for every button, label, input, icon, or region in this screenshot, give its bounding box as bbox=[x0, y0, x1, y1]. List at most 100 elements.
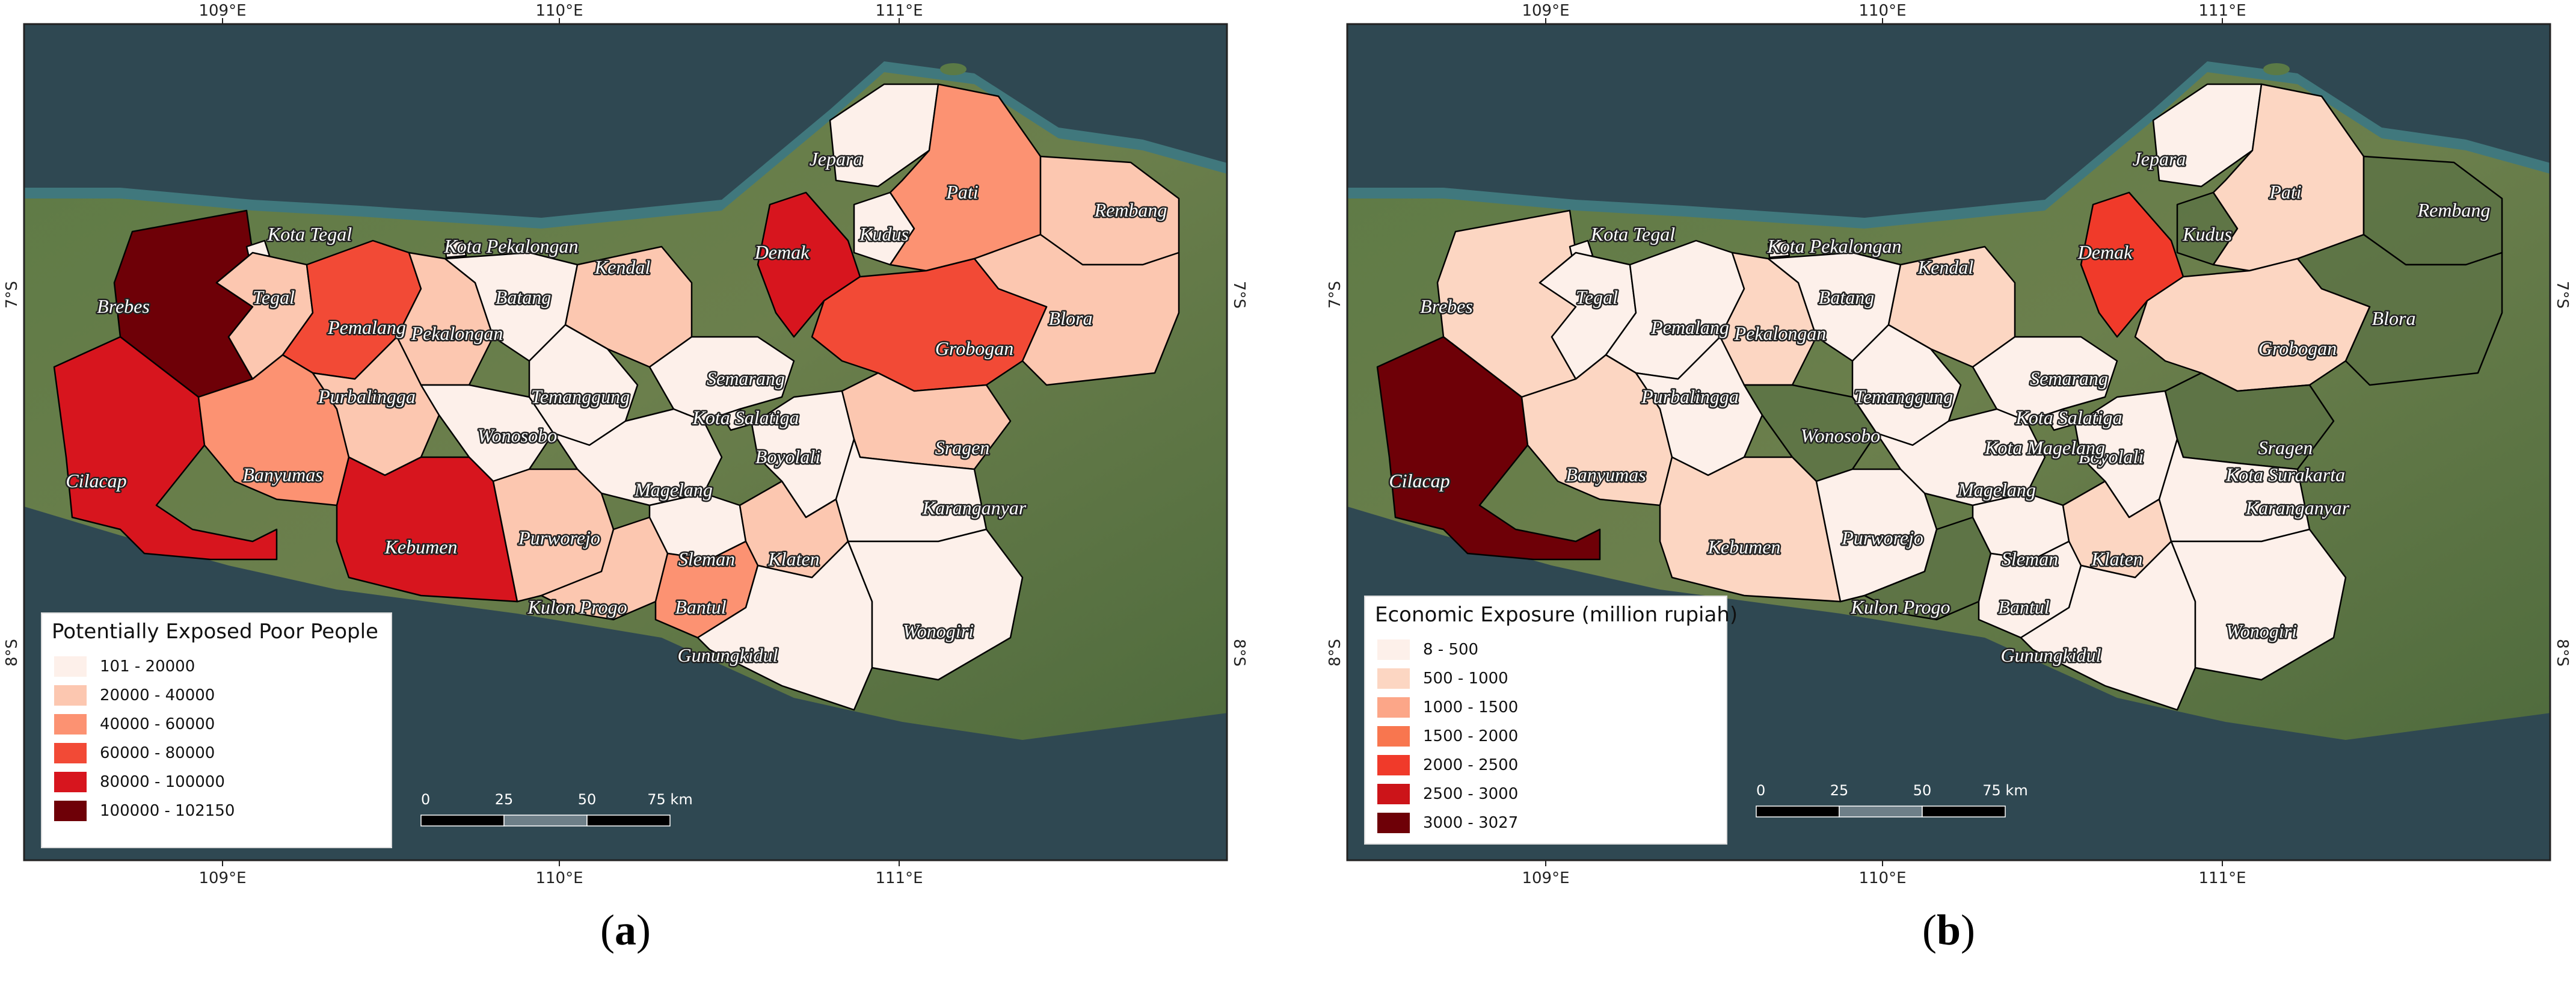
region-label-purbalingga: Purbalingga bbox=[1641, 386, 1739, 407]
region-label-sragen: Sragen bbox=[2258, 437, 2313, 458]
map-panel-a: Brebes Kota Tegal Tegal Pemalang Kota Pekalo… bbox=[0, 0, 1251, 1001]
scale-tick-label: 75 km bbox=[1982, 782, 2027, 799]
region-wonogiri bbox=[2170, 528, 2347, 681]
legend-swatch bbox=[1377, 697, 1410, 718]
graticule-label-bottom: 109°E bbox=[1522, 869, 1569, 887]
legend-item: 20000 - 40000 bbox=[54, 681, 391, 710]
scale-tick-label: 50 bbox=[1913, 782, 1932, 799]
caption-b: (b) bbox=[1922, 906, 1975, 954]
region-label-wonosobo: Wonosobo bbox=[478, 425, 557, 446]
scale-tick-label: 0 bbox=[421, 791, 430, 808]
graticule-label-bottom: 111°E bbox=[2198, 869, 2246, 887]
region-label-sleman: Sleman bbox=[678, 548, 735, 570]
graticule-label-left: 8°S bbox=[1326, 639, 1344, 667]
region-label-grobogan: Grobogan bbox=[935, 337, 1013, 359]
region-label-jepara: Jepara bbox=[2133, 148, 2186, 170]
scale-tick-label: 0 bbox=[1756, 782, 1765, 799]
region-label-temanggung: Temanggung bbox=[531, 386, 630, 407]
graticule-label-top: 110°E bbox=[1858, 2, 1906, 20]
region-label-sragen: Sragen bbox=[935, 437, 990, 458]
region-label-kota-magelang: Kota Magelang bbox=[1984, 437, 2105, 458]
region-label-gunungkidul: Gunungkidul bbox=[2000, 644, 2101, 666]
region-label-kendal: Kendal bbox=[1917, 256, 1974, 278]
choropleth-map-b: Brebes Kota Tegal Tegal Pemalang Kota Pekalo… bbox=[1326, 2, 2571, 887]
region-label-jepara: Jepara bbox=[810, 148, 863, 170]
caption-label: a bbox=[615, 906, 636, 954]
legend-swatch bbox=[1377, 813, 1410, 833]
region-label-kulon-progo: Kulon Progo bbox=[1850, 596, 1950, 618]
region-wonogiri bbox=[847, 528, 1024, 681]
legend-item: 1000 - 1500 bbox=[1377, 693, 1726, 722]
scale-segment bbox=[503, 815, 588, 827]
scale-segment bbox=[420, 815, 505, 827]
region-label-kota-surakarta: Kota Surakarta bbox=[2225, 464, 2345, 485]
region-label-rembang: Rembang bbox=[1094, 199, 1167, 221]
region-label-purworejo: Purworejo bbox=[1841, 527, 1923, 549]
scale-segment bbox=[1922, 805, 2006, 818]
region-label-blora: Blora bbox=[1049, 307, 1093, 329]
graticule-label-right: 8°S bbox=[1230, 639, 1248, 667]
region-label-kota-pekalongan: Kota Pekalongan bbox=[443, 235, 578, 257]
legend-item: 101 - 20000 bbox=[54, 652, 391, 681]
map-body bbox=[1347, 24, 2550, 860]
legend-label: 40000 - 60000 bbox=[100, 715, 215, 733]
region-kota-pekalongan bbox=[444, 239, 467, 259]
legend-swatch bbox=[54, 714, 87, 735]
region-label-kota-tegal: Kota Tegal bbox=[267, 223, 352, 245]
legend-label: 3000 - 3027 bbox=[1423, 814, 1519, 832]
region-kebumen bbox=[1659, 456, 1842, 603]
region-label-sleman: Sleman bbox=[2002, 548, 2058, 570]
map-frame bbox=[1346, 23, 2551, 861]
legend-item: 60000 - 80000 bbox=[54, 739, 391, 768]
legend-item: 40000 - 60000 bbox=[54, 710, 391, 739]
legend-label: 60000 - 80000 bbox=[100, 744, 215, 762]
region-label-klaten: Klaten bbox=[2091, 548, 2142, 570]
region-label-brebes: Brebes bbox=[1420, 295, 1473, 317]
map-frame bbox=[23, 23, 1228, 861]
graticule-label-right: 8°S bbox=[2553, 639, 2571, 667]
region-label-wonosobo: Wonosobo bbox=[1801, 425, 1880, 446]
region-label-banyumas: Banyumas bbox=[242, 464, 322, 485]
scale-tick-label: 75 km bbox=[647, 791, 692, 808]
scale-tick-label: 25 bbox=[495, 791, 514, 808]
region-label-tegal: Tegal bbox=[1576, 286, 1618, 308]
region-label-cilacap: Cilacap bbox=[66, 470, 126, 491]
scale-segment bbox=[1839, 805, 1923, 818]
region-label-pekalongan: Pekalongan bbox=[411, 322, 503, 344]
graticule-label-top: 110°E bbox=[535, 2, 583, 20]
region-label-kudus: Kudus bbox=[2182, 223, 2232, 245]
region-label-wonogiri: Wonogiri bbox=[903, 620, 974, 642]
region-grobogan bbox=[811, 257, 1048, 392]
legend-swatch bbox=[54, 801, 87, 821]
graticule-label-bottom: 110°E bbox=[1858, 869, 1906, 887]
region-label-kota-salatiga: Kota Salatiga bbox=[2015, 407, 2123, 428]
region-label-batang: Batang bbox=[496, 286, 551, 308]
region-label-boyolali: Boyolali bbox=[2079, 446, 2144, 467]
region-label-semarang: Semarang bbox=[707, 368, 785, 389]
scale-bar: 0 25 50 75 km bbox=[420, 791, 693, 827]
region-purbalingga bbox=[1635, 336, 1763, 476]
region-label-karanganyar: Karanganyar bbox=[922, 497, 1027, 519]
region-label-karanganyar: Karanganyar bbox=[2245, 497, 2350, 519]
legend-item: 3000 - 3027 bbox=[1377, 808, 1726, 837]
legend-label: 101 - 20000 bbox=[100, 658, 195, 676]
map-body bbox=[24, 24, 1227, 860]
region-label-demak: Demak bbox=[2077, 241, 2133, 263]
region-label-rembang: Rembang bbox=[2417, 199, 2491, 221]
region-label-pati: Pati bbox=[2269, 181, 2301, 203]
graticule-label-top: 109°E bbox=[1522, 2, 1569, 20]
region-label-kebumen: Kebumen bbox=[384, 536, 458, 558]
region-label-kendal: Kendal bbox=[594, 256, 651, 278]
region-label-kota-pekalongan: Kota Pekalongan bbox=[1766, 235, 1901, 257]
legend-label: 500 - 1000 bbox=[1423, 670, 1508, 688]
region-label-kulon-progo: Kulon Progo bbox=[527, 596, 627, 618]
caption-label: b bbox=[1936, 906, 1961, 954]
region-label-kudus: Kudus bbox=[859, 223, 909, 245]
region-label-klaten: Klaten bbox=[767, 548, 819, 570]
graticule-label-top: 111°E bbox=[2198, 2, 2246, 20]
scale-tick-label: 50 bbox=[578, 791, 597, 808]
graticule-label-bottom: 110°E bbox=[535, 869, 583, 887]
region-label-blora: Blora bbox=[2372, 307, 2416, 329]
legend-label: 80000 - 100000 bbox=[100, 773, 225, 791]
legend-label: 8 - 500 bbox=[1423, 641, 1479, 659]
